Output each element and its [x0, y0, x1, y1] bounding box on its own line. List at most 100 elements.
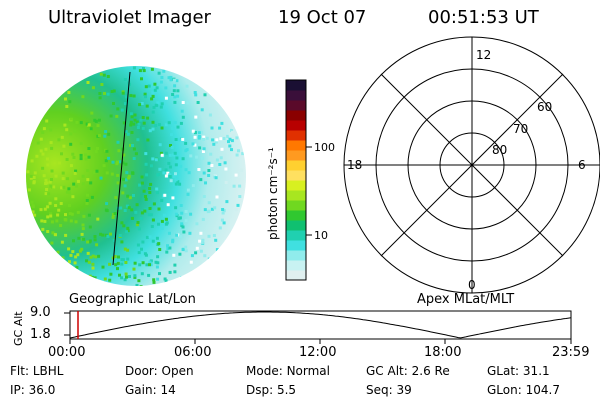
- uv-speckle: [61, 256, 65, 260]
- uv-speckle: [73, 129, 77, 133]
- colorbar-label: photon cm⁻²s⁻¹: [266, 147, 280, 240]
- uv-speckle: [144, 253, 148, 257]
- uv-speckle: [138, 263, 142, 267]
- altitude-curve: [69, 311, 572, 339]
- uv-speckle: [87, 155, 91, 159]
- uv-speckle: [148, 129, 152, 133]
- uv-speckle: [140, 272, 144, 276]
- uv-speckle: [33, 171, 37, 175]
- uv-speckle: [168, 246, 172, 250]
- uv-speckle: [103, 134, 107, 138]
- uv-speckle: [173, 263, 177, 267]
- uv-speckle: [147, 213, 151, 217]
- uv-speckle: [174, 206, 178, 210]
- uv-speckle: [31, 204, 35, 208]
- uv-speckle: [80, 232, 84, 236]
- uv-speckle: [160, 199, 164, 202]
- uv-speckle: [125, 171, 129, 175]
- uv-speckle: [117, 149, 121, 153]
- uv-speckle: [118, 160, 122, 164]
- uv-speckle: [132, 122, 136, 126]
- uv-speckle: [149, 263, 153, 267]
- uv-speckle: [150, 164, 153, 168]
- uv-speckle: [174, 178, 178, 182]
- uv-speckle: [99, 176, 103, 180]
- uv-speckle: [135, 223, 139, 227]
- uv-speckle: [125, 230, 129, 234]
- uv-speckle: [79, 121, 83, 125]
- uv-speckle: [74, 255, 78, 259]
- uv-speckle: [168, 270, 172, 274]
- uv-speckle: [116, 173, 120, 177]
- uv-speckle: [46, 163, 50, 167]
- uv-speckle: [168, 165, 172, 169]
- uv-speckle: [203, 208, 207, 212]
- uv-speckle: [64, 213, 67, 217]
- uv-speckle: [134, 210, 138, 214]
- uv-speckle: [156, 255, 160, 259]
- uv-speckle: [30, 159, 34, 163]
- uv-speckle: [129, 123, 133, 127]
- uv-speckle: [87, 213, 91, 217]
- uv-speckle: [90, 111, 94, 115]
- uv-speckle: [103, 277, 107, 281]
- uv-speckle: [180, 222, 184, 226]
- uv-speckle: [158, 248, 162, 251]
- uv-speckle: [176, 94, 180, 98]
- uv-speckle: [140, 175, 144, 179]
- uv-speckle: [106, 75, 110, 78]
- uv-speckle: [173, 84, 177, 88]
- uv-speckle: [105, 149, 109, 153]
- colorbar-segment: [286, 240, 306, 251]
- uv-speckle: [114, 263, 118, 267]
- uv-speckle: [109, 232, 112, 236]
- uv-speckle: [210, 164, 214, 167]
- uv-speckle: [157, 222, 160, 226]
- uv-speckle: [181, 137, 185, 141]
- uv-speckle: [118, 273, 121, 277]
- uv-speckle: [164, 151, 168, 155]
- uv-speckle: [237, 178, 241, 182]
- uv-speckle: [187, 171, 191, 175]
- uv-speckle: [215, 138, 219, 142]
- uv-speckle: [126, 194, 130, 198]
- info-glat-key: GLat:: [487, 364, 520, 378]
- uv-speckle: [142, 67, 145, 70]
- uv-speckle: [232, 184, 236, 188]
- uv-speckle: [145, 104, 149, 108]
- uv-speckle: [144, 85, 148, 89]
- colorbar-segment: [286, 220, 306, 231]
- uv-speckle: [101, 233, 105, 237]
- uv-speckle: [176, 125, 180, 129]
- uv-speckle: [191, 184, 195, 188]
- uv-speckle: [128, 275, 131, 278]
- uv-speckle: [68, 212, 72, 216]
- uv-speckle: [184, 245, 188, 249]
- uv-speckle: [86, 193, 89, 197]
- uv-speckle: [87, 147, 91, 150]
- info-ip-key: IP:: [10, 383, 25, 397]
- uv-speckle: [203, 93, 207, 97]
- uv-speckle: [164, 96, 168, 100]
- uv-speckle: [49, 128, 53, 132]
- uv-speckle: [59, 224, 63, 227]
- uv-speckle: [46, 215, 50, 219]
- uv-speckle: [164, 86, 168, 90]
- uv-speckle: [115, 162, 119, 166]
- uv-speckle: [194, 93, 198, 97]
- uv-speckle: [156, 261, 160, 265]
- uv-speckle: [45, 119, 49, 123]
- uv-speckle: [225, 200, 229, 204]
- uv-speckle: [230, 128, 234, 132]
- uv-speckle: [176, 180, 180, 184]
- uv-speckle: [193, 91, 197, 94]
- uv-speckle: [160, 76, 164, 79]
- uv-speckle: [26, 170, 30, 174]
- uv-speckle: [41, 131, 45, 134]
- uv-speckle: [137, 251, 141, 255]
- info-seq-value: 39: [396, 383, 412, 397]
- uv-speckle: [98, 96, 102, 100]
- uv-speckle: [118, 234, 122, 237]
- timeline-xlabel-0000: 00:00: [48, 345, 86, 360]
- uv-speckle: [88, 239, 92, 243]
